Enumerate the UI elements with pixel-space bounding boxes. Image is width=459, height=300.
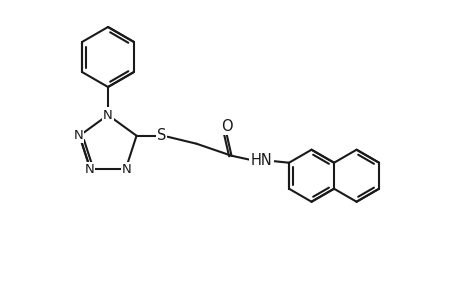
Text: N: N bbox=[122, 163, 131, 176]
Text: O: O bbox=[220, 119, 232, 134]
Text: N: N bbox=[73, 129, 83, 142]
Text: N: N bbox=[103, 109, 112, 122]
Text: S: S bbox=[157, 128, 166, 143]
Text: HN: HN bbox=[250, 153, 272, 168]
Text: N: N bbox=[84, 163, 94, 176]
